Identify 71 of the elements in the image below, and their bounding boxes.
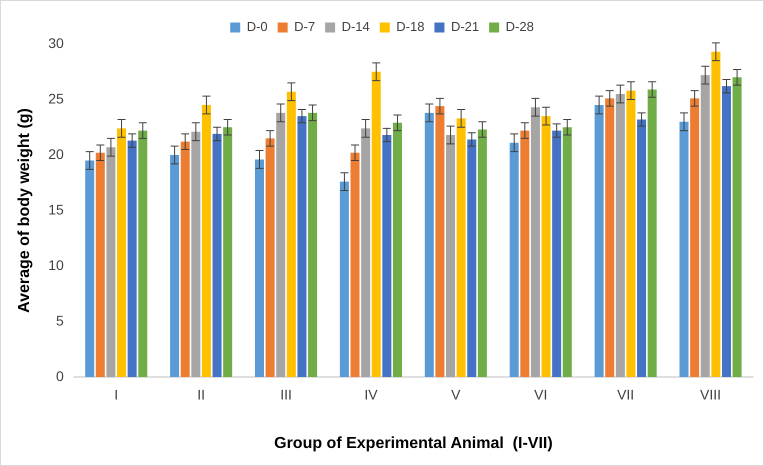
bar bbox=[542, 116, 551, 377]
x-tick-label: VI bbox=[534, 386, 548, 402]
x-tick-label: IV bbox=[364, 386, 378, 402]
legend-label: D-14 bbox=[342, 19, 370, 34]
legend-label: D-18 bbox=[396, 19, 424, 34]
bar bbox=[85, 160, 94, 377]
bar bbox=[510, 142, 519, 377]
x-axis-title: Group of Experimental Animal (I-VII) bbox=[274, 434, 553, 452]
bar bbox=[372, 72, 381, 377]
bar bbox=[680, 122, 689, 377]
legend-label: D-21 bbox=[450, 19, 480, 34]
bar bbox=[276, 112, 286, 377]
bar bbox=[286, 92, 296, 377]
bar bbox=[456, 118, 466, 377]
x-tick-label: V bbox=[451, 386, 462, 402]
bar bbox=[530, 107, 540, 377]
bar bbox=[732, 77, 742, 377]
bar bbox=[690, 98, 700, 377]
bar bbox=[392, 122, 402, 377]
y-tick-label: 10 bbox=[48, 256, 64, 273]
x-tick-label: II bbox=[197, 386, 206, 402]
bar bbox=[435, 106, 444, 377]
y-tick-label: 25 bbox=[48, 90, 64, 106]
bar bbox=[202, 105, 211, 377]
x-tick-label: VII bbox=[617, 386, 634, 402]
bar bbox=[594, 105, 604, 377]
y-tick-label: 20 bbox=[48, 146, 64, 162]
bar bbox=[711, 52, 720, 377]
x-tick-label: III bbox=[280, 386, 292, 402]
bar bbox=[106, 147, 116, 377]
bar bbox=[340, 182, 349, 377]
y-tick-label: 5 bbox=[56, 312, 64, 328]
bar bbox=[520, 130, 530, 377]
y-axis-title: Average of body weight (g) bbox=[16, 108, 34, 313]
bar bbox=[191, 132, 200, 377]
bar bbox=[223, 127, 232, 377]
legend-label: D-7 bbox=[294, 19, 316, 34]
bar bbox=[350, 152, 360, 377]
bar bbox=[700, 75, 710, 377]
bar bbox=[467, 139, 476, 377]
bar bbox=[180, 142, 190, 377]
bar bbox=[424, 112, 434, 377]
bar bbox=[616, 94, 625, 377]
legend-label: D-28 bbox=[506, 19, 534, 34]
bar bbox=[478, 129, 487, 377]
y-tick-label: 30 bbox=[48, 34, 64, 51]
bar bbox=[297, 116, 306, 377]
bar bbox=[626, 90, 636, 377]
bar bbox=[138, 130, 148, 377]
bar bbox=[446, 135, 456, 377]
bar bbox=[212, 134, 222, 377]
x-tick-label: VIII bbox=[700, 386, 722, 402]
bar bbox=[648, 90, 657, 377]
bar bbox=[170, 155, 180, 377]
bar bbox=[552, 130, 562, 377]
legend-label: D-0 bbox=[246, 19, 268, 34]
y-tick-label: 15 bbox=[48, 201, 64, 218]
bar bbox=[254, 159, 264, 377]
bar bbox=[128, 140, 137, 377]
bar bbox=[562, 127, 572, 377]
bar bbox=[96, 152, 105, 377]
bar bbox=[266, 138, 275, 377]
bar bbox=[117, 128, 126, 377]
bar bbox=[308, 112, 318, 377]
bar bbox=[722, 86, 731, 377]
y-tick-label: 0 bbox=[56, 368, 64, 384]
bar bbox=[361, 128, 370, 377]
bar bbox=[605, 98, 614, 377]
bar bbox=[637, 119, 646, 377]
bar bbox=[382, 135, 392, 377]
x-tick-label: I bbox=[114, 386, 118, 402]
